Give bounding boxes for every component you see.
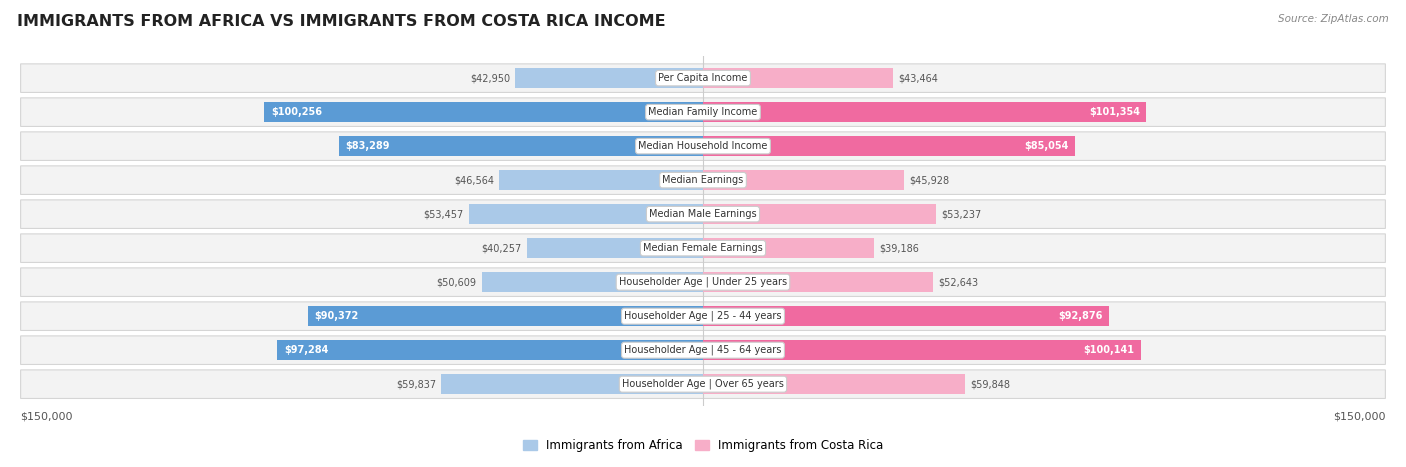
Text: $39,186: $39,186: [880, 243, 920, 253]
Bar: [703, 340, 1142, 360]
Bar: [703, 238, 875, 258]
Bar: [703, 306, 1109, 326]
Bar: [499, 170, 703, 190]
Text: $97,284: $97,284: [284, 345, 329, 355]
FancyBboxPatch shape: [21, 64, 1385, 92]
FancyBboxPatch shape: [21, 98, 1385, 127]
Text: $100,256: $100,256: [271, 107, 322, 117]
FancyBboxPatch shape: [21, 200, 1385, 228]
Text: $59,837: $59,837: [396, 379, 436, 389]
Text: $40,257: $40,257: [481, 243, 522, 253]
Text: Median Family Income: Median Family Income: [648, 107, 758, 117]
Text: IMMIGRANTS FROM AFRICA VS IMMIGRANTS FROM COSTA RICA INCOME: IMMIGRANTS FROM AFRICA VS IMMIGRANTS FRO…: [17, 14, 665, 29]
Text: $83,289: $83,289: [346, 141, 389, 151]
FancyBboxPatch shape: [21, 370, 1385, 398]
Bar: [277, 340, 703, 360]
FancyBboxPatch shape: [21, 234, 1385, 262]
Text: $45,928: $45,928: [910, 175, 949, 185]
Text: $43,464: $43,464: [898, 73, 938, 83]
Text: Householder Age | 45 - 64 years: Householder Age | 45 - 64 years: [624, 345, 782, 355]
Bar: [703, 375, 965, 394]
Bar: [703, 68, 893, 88]
Bar: [308, 306, 703, 326]
Text: $59,848: $59,848: [970, 379, 1010, 389]
Bar: [515, 68, 703, 88]
Bar: [703, 170, 904, 190]
FancyBboxPatch shape: [21, 302, 1385, 331]
Text: Householder Age | 25 - 44 years: Householder Age | 25 - 44 years: [624, 311, 782, 321]
Text: Per Capita Income: Per Capita Income: [658, 73, 748, 83]
Bar: [527, 238, 703, 258]
Bar: [703, 204, 936, 224]
Text: Median Male Earnings: Median Male Earnings: [650, 209, 756, 219]
FancyBboxPatch shape: [21, 268, 1385, 297]
Bar: [703, 102, 1146, 122]
Text: $52,643: $52,643: [939, 277, 979, 287]
Text: $92,876: $92,876: [1059, 311, 1102, 321]
Bar: [339, 136, 703, 156]
Text: Source: ZipAtlas.com: Source: ZipAtlas.com: [1278, 14, 1389, 24]
Bar: [441, 375, 703, 394]
Text: $53,457: $53,457: [423, 209, 464, 219]
Text: Householder Age | Over 65 years: Householder Age | Over 65 years: [621, 379, 785, 389]
Text: $42,950: $42,950: [470, 73, 510, 83]
Text: $85,054: $85,054: [1024, 141, 1069, 151]
Text: $101,354: $101,354: [1088, 107, 1140, 117]
FancyBboxPatch shape: [21, 166, 1385, 194]
Bar: [470, 204, 703, 224]
Bar: [482, 272, 703, 292]
Text: $46,564: $46,564: [454, 175, 494, 185]
Text: $100,141: $100,141: [1084, 345, 1135, 355]
Text: Median Household Income: Median Household Income: [638, 141, 768, 151]
Text: $50,609: $50,609: [436, 277, 477, 287]
Bar: [703, 136, 1076, 156]
FancyBboxPatch shape: [21, 336, 1385, 364]
Legend: Immigrants from Africa, Immigrants from Costa Rica: Immigrants from Africa, Immigrants from …: [517, 434, 889, 456]
Text: $90,372: $90,372: [315, 311, 359, 321]
Text: Householder Age | Under 25 years: Householder Age | Under 25 years: [619, 277, 787, 287]
FancyBboxPatch shape: [21, 132, 1385, 161]
Text: $53,237: $53,237: [941, 209, 981, 219]
Bar: [703, 272, 934, 292]
Text: Median Earnings: Median Earnings: [662, 175, 744, 185]
Text: Median Female Earnings: Median Female Earnings: [643, 243, 763, 253]
Bar: [264, 102, 703, 122]
